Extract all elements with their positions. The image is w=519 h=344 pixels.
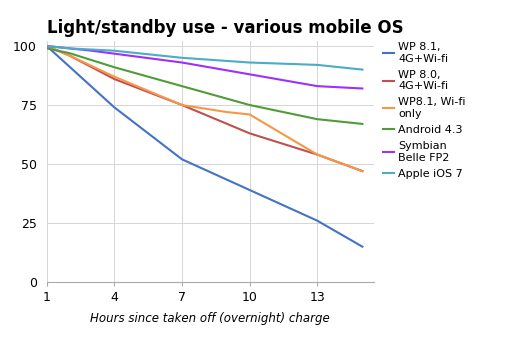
Line: WP 8.1,
4G+Wi-fi: WP 8.1, 4G+Wi-fi	[47, 46, 362, 247]
Symbian
Belle FP2	[314, 84, 320, 88]
Android 4.3	[44, 46, 50, 51]
WP8.1, Wi-fi
only	[359, 169, 365, 173]
Text: Light/standby use - various mobile OS: Light/standby use - various mobile OS	[47, 19, 403, 37]
WP 8.0,
4G+Wi-fi	[179, 103, 185, 107]
Symbian
Belle FP2	[359, 86, 365, 90]
WP 8.1,
4G+Wi-fi	[247, 188, 253, 192]
Line: Apple iOS 7: Apple iOS 7	[47, 46, 362, 69]
WP 8.1,
4G+Wi-fi	[359, 245, 365, 249]
WP8.1, Wi-fi
only	[66, 53, 72, 57]
Symbian
Belle FP2	[247, 72, 253, 76]
WP8.1, Wi-fi
only	[111, 75, 117, 79]
Android 4.3	[247, 103, 253, 107]
Android 4.3	[359, 122, 365, 126]
WP8.1, Wi-fi
only	[179, 103, 185, 107]
WP 8.0,
4G+Wi-fi	[66, 53, 72, 57]
WP 8.0,
4G+Wi-fi	[359, 169, 365, 173]
WP 8.0,
4G+Wi-fi	[247, 131, 253, 136]
Android 4.3	[179, 84, 185, 88]
Android 4.3	[111, 65, 117, 69]
Symbian
Belle FP2	[89, 49, 95, 53]
Apple iOS 7	[44, 44, 50, 48]
Android 4.3	[314, 117, 320, 121]
WP8.1, Wi-fi
only	[44, 44, 50, 48]
Line: WP 8.0,
4G+Wi-fi: WP 8.0, 4G+Wi-fi	[47, 46, 362, 171]
WP8.1, Wi-fi
only	[224, 110, 230, 114]
Apple iOS 7	[247, 61, 253, 65]
Apple iOS 7	[179, 56, 185, 60]
Apple iOS 7	[111, 49, 117, 53]
WP 8.1,
4G+Wi-fi	[314, 219, 320, 223]
Line: WP8.1, Wi-fi
only: WP8.1, Wi-fi only	[47, 46, 362, 171]
WP 8.0,
4G+Wi-fi	[111, 77, 117, 81]
WP 8.0,
4G+Wi-fi	[314, 152, 320, 157]
WP 8.1,
4G+Wi-fi	[179, 157, 185, 161]
X-axis label: Hours since taken off (overnight) charge: Hours since taken off (overnight) charge	[90, 312, 330, 325]
WP 8.0,
4G+Wi-fi	[44, 44, 50, 48]
WP 8.1,
4G+Wi-fi	[111, 105, 117, 109]
Symbian
Belle FP2	[179, 61, 185, 65]
WP 8.0,
4G+Wi-fi	[224, 122, 230, 126]
Apple iOS 7	[359, 67, 365, 72]
Line: Android 4.3: Android 4.3	[47, 49, 362, 124]
Legend: WP 8.1,
4G+Wi-fi, WP 8.0,
4G+Wi-fi, WP8.1, Wi-fi
only, Android 4.3, Symbian
Bell: WP 8.1, 4G+Wi-fi, WP 8.0, 4G+Wi-fi, WP8.…	[383, 42, 466, 179]
WP8.1, Wi-fi
only	[247, 112, 253, 117]
Android 4.3	[66, 51, 72, 55]
Apple iOS 7	[66, 46, 72, 51]
Apple iOS 7	[314, 63, 320, 67]
Line: Symbian
Belle FP2: Symbian Belle FP2	[47, 46, 362, 88]
Symbian
Belle FP2	[66, 46, 72, 51]
WP 8.1,
4G+Wi-fi	[44, 44, 50, 48]
Symbian
Belle FP2	[44, 44, 50, 48]
WP8.1, Wi-fi
only	[314, 152, 320, 157]
